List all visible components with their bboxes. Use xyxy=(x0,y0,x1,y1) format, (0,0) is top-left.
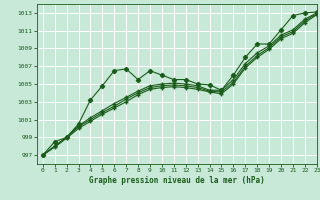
X-axis label: Graphe pression niveau de la mer (hPa): Graphe pression niveau de la mer (hPa) xyxy=(89,176,265,185)
